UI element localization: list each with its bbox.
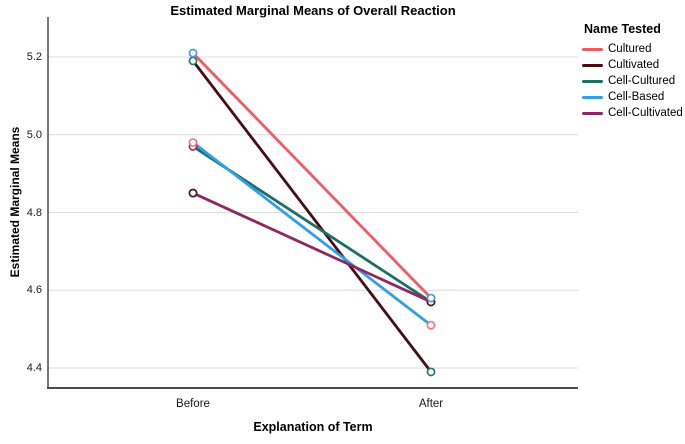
y-tick-label: 4.4 xyxy=(26,362,42,374)
legend-swatch-cell-cultivated xyxy=(582,111,603,115)
y-tick-label: 5.2 xyxy=(26,51,42,63)
data-marker-cultivated-after xyxy=(426,367,436,377)
y-tick-label: 4.8 xyxy=(26,206,42,219)
legend-swatch-cultured xyxy=(582,47,603,51)
data-marker-cell-based-after xyxy=(426,320,436,330)
legend-title: Name Tested xyxy=(584,22,661,36)
legend-label-cell-cultured: Cell-Cultured xyxy=(608,75,676,87)
data-marker-cultivated-before xyxy=(188,56,198,66)
x-axis-title: Explanation of Term xyxy=(253,420,373,434)
series-line-cell-cultivated xyxy=(191,191,433,304)
legend-item-cell-cultivated: Cell-Cultivated xyxy=(582,107,683,120)
data-marker-cell-cultivated-before xyxy=(188,188,198,198)
legend-label-cultivated: Cultivated xyxy=(608,59,660,71)
series-line-cell-based xyxy=(191,141,433,327)
y-tick-label: 4.6 xyxy=(26,284,42,297)
legend-label-cultured: Cultured xyxy=(608,43,652,55)
legend-swatch-cell-based xyxy=(582,95,603,99)
legend-item-cultured: Cultured xyxy=(582,43,682,56)
chart-title: Estimated Marginal Means of Overall Reac… xyxy=(170,3,456,18)
legend-swatch-cultivated xyxy=(582,63,603,67)
legend-swatch-cell-cultured xyxy=(582,79,603,83)
legend-item-cell-cultured: Cell-Cultured xyxy=(582,75,682,88)
legend-label-cell-based: Cell-Based xyxy=(608,91,665,103)
legend-label-cell-cultivated: Cell-Cultivated xyxy=(608,107,683,119)
y-axis-title: Estimated Marginal Means xyxy=(8,126,22,278)
data-marker-cultured-after xyxy=(426,293,436,303)
series-line-cultivated xyxy=(191,59,433,374)
data-marker-cell-based-before xyxy=(188,138,198,147)
data-marker-cultured-before xyxy=(188,48,198,58)
x-category-label-after: After xyxy=(418,398,444,410)
legend-item-cultivated: Cultivated xyxy=(582,59,682,72)
legend: Name Tested Cultured Cultivated Cell-Cultu… xyxy=(582,22,683,123)
legend-item-cell-based: Cell-Based xyxy=(582,91,682,104)
series-line-cultured xyxy=(191,51,433,300)
x-category-label-before: Before xyxy=(176,398,210,410)
y-tick-label: 5.0 xyxy=(26,128,42,141)
legend-items: Cultured Cultivated Cell-Cultured Cell-Base… xyxy=(582,43,683,120)
